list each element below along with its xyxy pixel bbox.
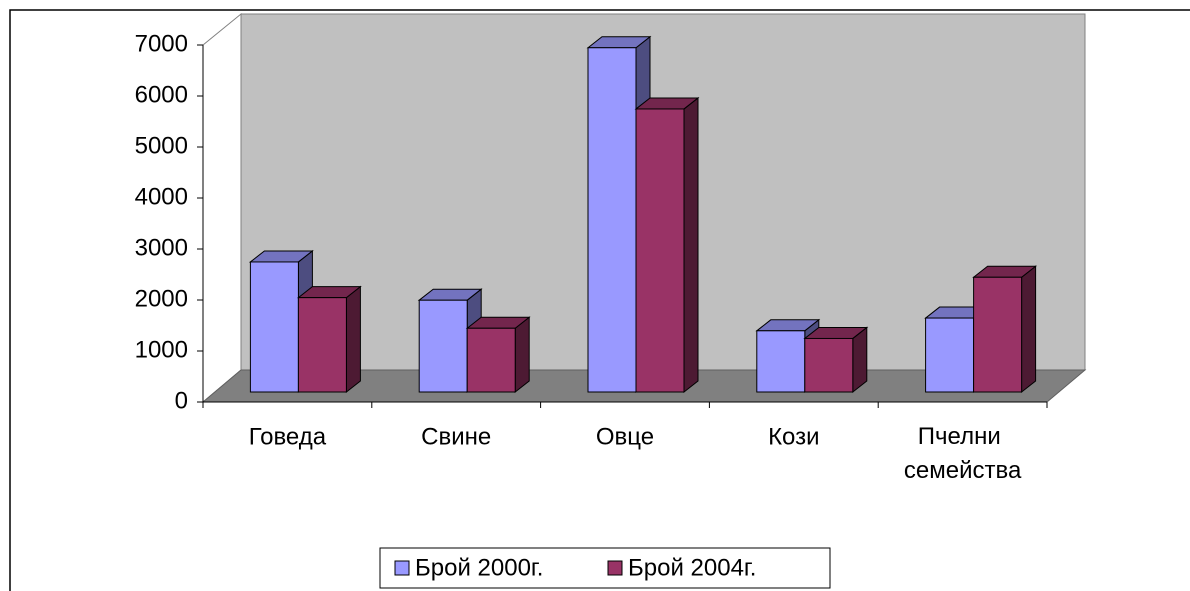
legend-label: Брой 2000г. <box>415 554 543 581</box>
bar <box>465 316 531 394</box>
x-tick-label-line: семейства <box>904 457 1022 484</box>
x-tick-label: Овце <box>596 423 654 450</box>
bar <box>248 249 314 394</box>
legend-label: Брой 2004г. <box>628 554 756 581</box>
marks <box>248 35 1038 394</box>
bar-front <box>418 299 468 393</box>
y-tick-label: 7000 <box>135 30 188 57</box>
x-tick-label: Свине <box>421 423 491 450</box>
y-tick-label: 3000 <box>135 234 188 261</box>
y-tick-label: 5000 <box>135 132 188 159</box>
y-tick-label: 2000 <box>135 285 188 312</box>
bar-side <box>345 285 361 394</box>
bar-front <box>804 337 854 393</box>
bar <box>803 326 869 394</box>
y-tick-label: 4000 <box>135 183 188 210</box>
bar-front <box>297 297 347 393</box>
bar-front <box>249 261 299 393</box>
bar <box>296 285 362 394</box>
x-tick-label: Пчелни семейства <box>904 423 1022 484</box>
bar-front <box>973 276 1023 393</box>
y-tick-label: 6000 <box>135 81 188 108</box>
bar-front <box>587 47 637 393</box>
bar-side <box>683 96 699 394</box>
bar-front <box>925 317 975 393</box>
bar-front <box>635 108 685 393</box>
legend-swatch <box>607 560 623 576</box>
x-tick-label: Кози <box>768 423 819 450</box>
bar-side <box>1021 265 1037 394</box>
bar <box>972 265 1038 394</box>
bar <box>634 96 700 394</box>
bar-front <box>466 327 516 393</box>
side-wall <box>202 12 242 404</box>
chart-border <box>9 9 1190 591</box>
bar-side <box>514 316 530 394</box>
x-tick-label: Говеда <box>249 423 327 450</box>
bar <box>755 318 821 394</box>
y-tick-label: 1000 <box>135 336 188 363</box>
x-tick-label-line: Пчелни <box>918 423 1008 450</box>
y-tick-label: 0 <box>175 387 188 414</box>
legend-swatch <box>394 560 410 576</box>
legend <box>379 547 831 589</box>
bar-front <box>756 330 806 393</box>
